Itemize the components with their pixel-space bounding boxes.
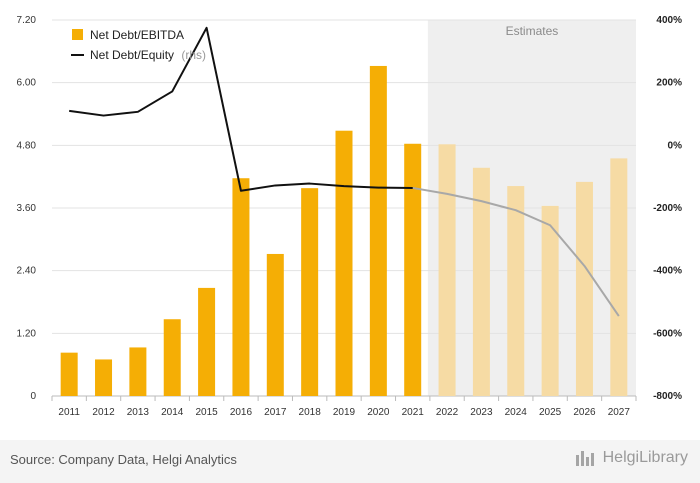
x-tick-label: 2022	[436, 407, 459, 418]
x-tick-label: 2024	[505, 407, 528, 418]
logo-text: HelgiLibrary	[602, 449, 688, 466]
y-right-tick-label: -600%	[653, 328, 682, 339]
bar-2027	[610, 158, 628, 396]
x-tick-label: 2018	[299, 407, 322, 418]
bar-2024	[507, 186, 525, 396]
x-tick-label: 2011	[58, 407, 80, 418]
y-left-tick-label: 6.00	[17, 78, 37, 89]
bar-2016	[232, 178, 250, 396]
footer: Source: Company Data, Helgi Analytics He…	[0, 440, 700, 483]
bar-2012	[95, 359, 113, 396]
y-right-tick-label: 400%	[656, 15, 682, 26]
estimates-label: Estimates	[506, 24, 559, 38]
bar-2026	[575, 181, 593, 396]
y-left-tick-label: 2.40	[17, 266, 37, 277]
y-axis-left: 0 1.20 2.40 3.60 4.80 6.00 7.20	[17, 15, 37, 402]
source-text: Source: Company Data, Helgi Analytics	[10, 452, 237, 467]
y-left-tick-label: 3.60	[17, 203, 37, 214]
y-right-tick-label: -200%	[653, 203, 682, 214]
bar-2025	[541, 205, 559, 396]
bar-2021	[404, 143, 422, 396]
x-tick-label: 2016	[230, 407, 253, 418]
y-left-tick-label: 7.20	[17, 15, 37, 26]
legend-label-line: Net Debt/Equity (rhs)	[90, 48, 206, 62]
bar-2022	[438, 144, 456, 396]
bar-2017	[266, 253, 284, 396]
legend-label-line-name: Net Debt/Equity	[90, 48, 174, 62]
x-tick-label: 2015	[195, 407, 218, 418]
legend-swatch-bar	[72, 29, 83, 40]
bar-2020	[369, 65, 387, 396]
line-series	[69, 26, 620, 317]
x-tick-label: 2019	[333, 407, 356, 418]
x-tick-label: 2012	[92, 407, 115, 418]
x-tick-label: 2017	[264, 407, 287, 418]
helgi-library-logo: HelgiLibrary	[575, 449, 688, 467]
x-axis: 2011 2012 2013 2014 2015 2016 2017 2018 2019 2020…	[51, 396, 637, 418]
library-icon	[575, 451, 594, 466]
x-tick-label: 2021	[402, 407, 425, 418]
y-left-tick-label: 4.80	[17, 140, 37, 151]
y-left-tick-label: 0	[30, 391, 36, 402]
x-tick-label: 2023	[470, 407, 493, 418]
bar-2018	[301, 188, 319, 396]
bar-2014	[163, 319, 181, 396]
x-tick-label: 2025	[539, 407, 562, 418]
bar-2011	[60, 352, 78, 396]
x-tick-label: 2020	[367, 407, 390, 418]
line-estimates	[412, 186, 620, 317]
y-right-tick-label: 200%	[656, 78, 682, 89]
x-tick-label: 2027	[608, 407, 631, 418]
y-axis-right: -800% -600% -400% -200% 0% 200% 400%	[653, 15, 682, 402]
bar-series	[60, 65, 628, 396]
legend-label-bar: Net Debt/EBITDA	[90, 28, 184, 42]
chart: Estimates 0 1.20 2.40 3.60 4.80 6.00 7.20 -800…	[17, 15, 683, 418]
legend-label-line-suffix: (rhs)	[181, 48, 206, 62]
line-historical	[69, 26, 413, 192]
legend: Net Debt/EBITDA Net Debt/Equity (rhs)	[71, 28, 206, 62]
y-right-tick-label: -400%	[653, 266, 682, 277]
bar-2023	[472, 167, 490, 396]
y-right-tick-label: -800%	[653, 391, 682, 402]
y-left-tick-label: 1.20	[17, 328, 37, 339]
bar-2013	[129, 347, 147, 396]
bar-2019	[335, 130, 353, 396]
x-tick-label: 2014	[161, 407, 184, 418]
x-tick-label: 2013	[127, 407, 150, 418]
bar-2015	[198, 287, 216, 396]
y-right-tick-label: 0%	[668, 140, 683, 151]
x-tick-label: 2026	[573, 407, 596, 418]
